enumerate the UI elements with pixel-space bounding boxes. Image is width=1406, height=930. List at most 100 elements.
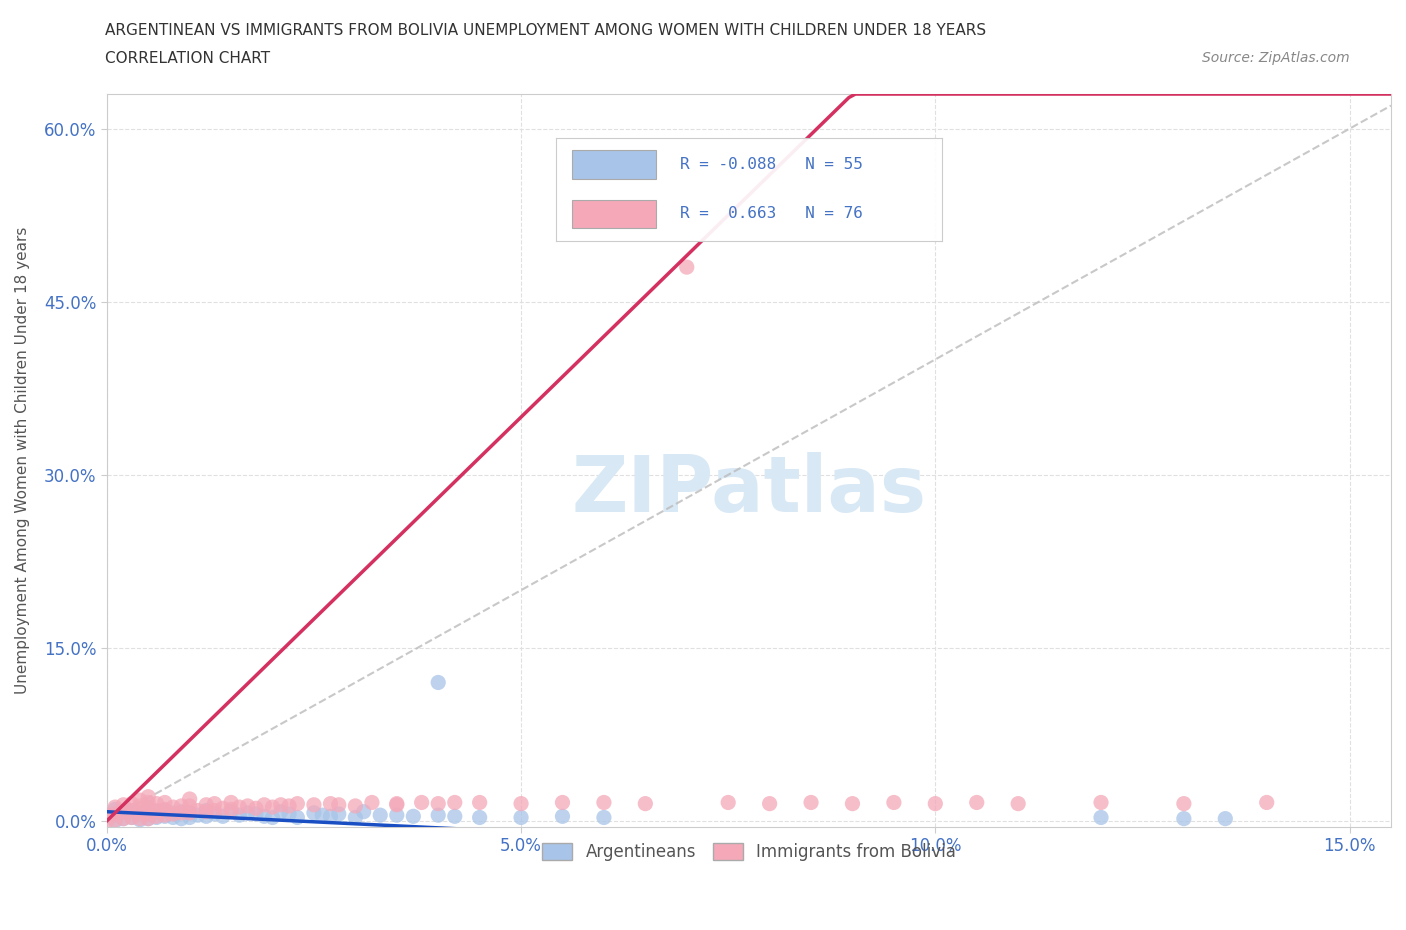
Point — [136, 806, 159, 821]
Point — [204, 796, 226, 811]
Point — [195, 797, 218, 812]
Point — [262, 810, 284, 825]
Point — [129, 792, 152, 807]
Point — [112, 811, 135, 826]
Point — [443, 809, 465, 824]
Text: ZIPatlas: ZIPatlas — [571, 452, 927, 527]
Y-axis label: Unemployment Among Women with Children Under 18 years: Unemployment Among Women with Children U… — [15, 227, 30, 694]
Point — [385, 808, 408, 823]
Point — [219, 804, 242, 819]
Point — [121, 810, 143, 825]
Point — [104, 808, 127, 823]
Point — [883, 795, 905, 810]
Point — [717, 795, 740, 810]
Point — [675, 259, 697, 274]
Point — [170, 799, 193, 814]
Text: Source: ZipAtlas.com: Source: ZipAtlas.com — [1202, 51, 1350, 65]
Point — [187, 804, 209, 818]
Point — [145, 810, 167, 825]
Point — [195, 804, 218, 819]
Point — [104, 806, 127, 821]
Point — [121, 804, 143, 818]
Point — [145, 796, 167, 811]
Point — [385, 797, 408, 812]
Point — [1090, 795, 1112, 810]
Point — [112, 797, 135, 812]
Point — [104, 814, 127, 829]
Point — [162, 810, 184, 825]
Point — [402, 809, 425, 824]
Point — [1090, 810, 1112, 825]
Point — [136, 806, 159, 821]
Point — [145, 809, 167, 824]
Point — [1007, 796, 1029, 811]
Point — [245, 806, 267, 821]
Point — [170, 811, 193, 826]
Point — [129, 812, 152, 827]
Point — [195, 809, 218, 824]
Point — [136, 800, 159, 815]
Text: CORRELATION CHART: CORRELATION CHART — [105, 51, 270, 66]
Point — [841, 796, 863, 811]
Point — [278, 806, 301, 821]
Point — [179, 791, 201, 806]
Point — [121, 804, 143, 818]
Point — [966, 795, 988, 810]
Point — [195, 804, 218, 818]
Point — [187, 808, 209, 823]
Point — [170, 805, 193, 820]
Point — [136, 811, 159, 826]
Point — [758, 796, 780, 811]
Point — [253, 809, 276, 824]
Point — [162, 806, 184, 821]
Point — [153, 808, 176, 823]
Legend: Argentineans, Immigrants from Bolivia: Argentineans, Immigrants from Bolivia — [534, 835, 965, 870]
Point — [800, 795, 823, 810]
Point — [179, 810, 201, 825]
Point — [153, 804, 176, 818]
Point — [121, 810, 143, 825]
Point — [368, 808, 391, 823]
Point — [361, 795, 384, 810]
Point — [551, 795, 574, 810]
Point — [344, 810, 367, 825]
Point — [353, 804, 375, 819]
Point — [179, 805, 201, 820]
Point — [153, 809, 176, 824]
Point — [179, 799, 201, 814]
Point — [129, 805, 152, 820]
Point — [153, 795, 176, 810]
Point — [153, 802, 176, 817]
Point — [924, 796, 946, 811]
Point — [328, 797, 350, 812]
Point — [104, 812, 127, 827]
Point — [551, 809, 574, 824]
Point — [285, 810, 308, 825]
Point — [112, 804, 135, 819]
Point — [468, 795, 491, 810]
Point — [162, 805, 184, 820]
Point — [593, 795, 616, 810]
Point — [96, 808, 118, 823]
Point — [510, 810, 533, 825]
Point — [136, 795, 159, 810]
Point — [319, 809, 342, 824]
Point — [129, 799, 152, 814]
Point — [96, 814, 118, 829]
Point — [104, 800, 127, 815]
Point — [319, 796, 342, 811]
Text: ARGENTINEAN VS IMMIGRANTS FROM BOLIVIA UNEMPLOYMENT AMONG WOMEN WITH CHILDREN UN: ARGENTINEAN VS IMMIGRANTS FROM BOLIVIA U… — [105, 23, 987, 38]
Point — [344, 799, 367, 814]
Point — [302, 805, 325, 820]
Point — [179, 805, 201, 820]
Point — [204, 806, 226, 821]
Point — [427, 796, 450, 811]
Point — [245, 801, 267, 816]
Point — [278, 799, 301, 814]
Point — [328, 806, 350, 821]
Point — [634, 796, 657, 811]
Point — [1173, 796, 1195, 811]
Point — [121, 796, 143, 811]
Point — [112, 804, 135, 819]
Point — [443, 795, 465, 810]
